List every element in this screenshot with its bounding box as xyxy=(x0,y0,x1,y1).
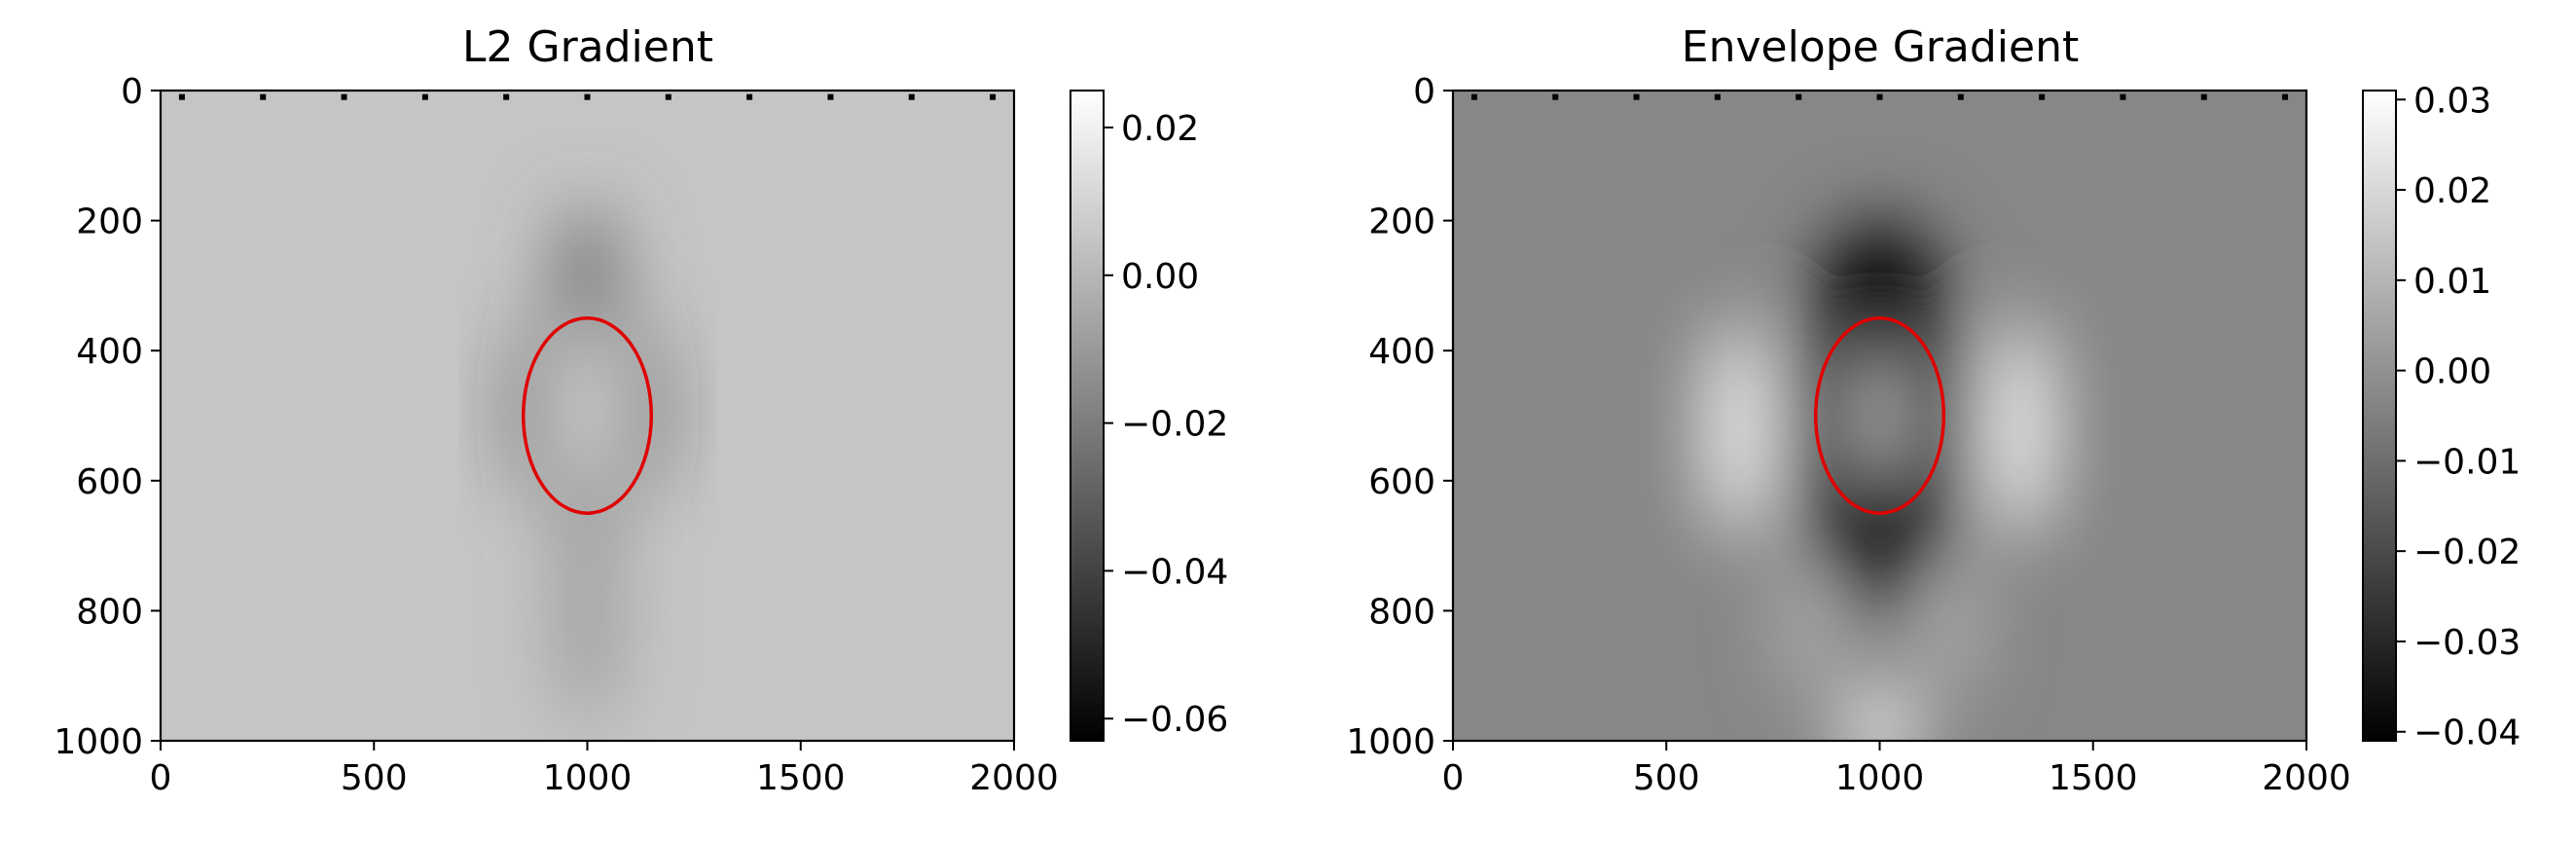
x-tick-label: 500 xyxy=(341,758,408,798)
y-tick-label: 800 xyxy=(1368,592,1435,632)
heatmap-feature xyxy=(1862,344,1898,488)
source-marker xyxy=(2039,93,2046,100)
heatmap-feature xyxy=(562,207,613,325)
y-tick-label: 400 xyxy=(1368,332,1435,372)
colorbar-tick-label: −0.06 xyxy=(1121,700,1228,740)
source-marker xyxy=(665,93,671,100)
source-marker xyxy=(1714,93,1721,100)
colorbar-ticks: 0.02 0.00 −0.02 −0.04 −0.06 xyxy=(1104,109,1228,740)
y-tick-label: 0 xyxy=(121,72,143,112)
colorbar-tick-label: −0.01 xyxy=(2413,442,2521,482)
source-marker xyxy=(584,93,591,100)
y-tick-label: 1000 xyxy=(54,722,143,762)
x-tick-label: 1000 xyxy=(543,758,633,798)
source-marker xyxy=(341,93,347,100)
source-marker xyxy=(1876,93,1883,100)
source-marker xyxy=(2120,93,2126,100)
panel-envelope-gradient: Envelope Gradient 0 500 1000 1500 2000 0 200 4… xyxy=(1346,22,2521,798)
colorbar-tick-label: −0.02 xyxy=(1121,405,1228,445)
y-tick-label: 200 xyxy=(1368,202,1435,242)
panel-title: Envelope Gradient xyxy=(1682,22,2079,72)
y-tick-label: 400 xyxy=(76,332,143,372)
heatmap-image xyxy=(161,91,1014,741)
colorbar-tick-label: 0.02 xyxy=(1121,109,1199,149)
source-marker xyxy=(2282,93,2289,100)
heatmap-feature xyxy=(1990,317,2050,539)
source-marker xyxy=(260,93,267,100)
colorbar-frame xyxy=(2362,90,2397,742)
colorbar-tick-label: −0.02 xyxy=(2413,532,2521,572)
heatmap-features xyxy=(1709,220,2050,741)
colorbar-gradient xyxy=(2363,91,2396,741)
colorbar-frame xyxy=(1070,90,1105,742)
x-tick-label: 2000 xyxy=(969,758,1059,798)
source-marker xyxy=(1957,93,1964,100)
y-tick-label: 600 xyxy=(1368,462,1435,502)
source-marker xyxy=(1470,93,1477,100)
colorbar-ticks: 0.03 0.02 0.01 0.00 −0.01 −0.02 −0.03 −0.04 xyxy=(2396,81,2521,753)
heatmap-features xyxy=(523,207,652,728)
colorbar-tick-label: 0.00 xyxy=(2413,352,2491,392)
colorbar-tick-label: −0.03 xyxy=(2413,623,2521,663)
anomaly-ellipse xyxy=(1813,316,1946,515)
colorbar-gradient xyxy=(1070,91,1104,741)
x-tick-label: 1000 xyxy=(1835,758,1925,798)
x-tick-label: 0 xyxy=(150,758,172,798)
x-tick-label: 1500 xyxy=(756,758,846,798)
y-tick-label: 0 xyxy=(1413,72,1435,112)
source-marker xyxy=(2200,93,2207,100)
heatmap-feature xyxy=(562,494,613,728)
panel-title: L2 Gradient xyxy=(462,22,713,72)
source-marker xyxy=(827,93,834,100)
source-marker xyxy=(1552,93,1559,100)
source-marker xyxy=(421,93,428,100)
y-tick-label: 600 xyxy=(76,462,143,502)
heatmap-feature xyxy=(1709,317,1769,539)
colorbar: 0.03 0.02 0.01 0.00 −0.01 −0.02 −0.03 −0.04 xyxy=(2362,81,2521,753)
heatmap-area xyxy=(161,91,1014,741)
y-axis: 0 200 400 600 800 1000 xyxy=(54,72,161,762)
source-marker xyxy=(1796,93,1802,100)
heatmap-area xyxy=(1453,91,2306,741)
x-axis: 0 500 1000 1500 2000 xyxy=(1442,741,2351,798)
colorbar-tick-label: 0.03 xyxy=(2413,81,2491,121)
y-tick-label: 200 xyxy=(76,202,143,242)
x-tick-label: 2000 xyxy=(2262,758,2351,798)
source-marker xyxy=(178,93,185,100)
heatmap-feature xyxy=(1933,552,1972,696)
y-axis: 0 200 400 600 800 1000 xyxy=(1346,72,1453,762)
y-tick-label: 1000 xyxy=(1346,722,1435,762)
source-marker xyxy=(990,93,997,100)
colorbar-tick-label: −0.04 xyxy=(1121,552,1228,592)
colorbar: 0.02 0.00 −0.02 −0.04 −0.06 xyxy=(1070,90,1228,742)
colorbar-tick-label: 0.02 xyxy=(2413,171,2491,211)
panel-l2-gradient: L2 Gradient 0 500 1000 1500 2000 0 200 400 600 8… xyxy=(54,22,1228,798)
source-marker xyxy=(1633,93,1640,100)
heatmap-image xyxy=(1453,91,2306,741)
heatmap-feature xyxy=(1845,681,1914,741)
x-tick-label: 0 xyxy=(1442,758,1465,798)
source-markers xyxy=(178,93,997,100)
colorbar-tick-label: −0.04 xyxy=(2413,714,2521,753)
source-marker xyxy=(746,93,753,100)
heatmap-feature xyxy=(1788,552,1827,696)
source-markers xyxy=(1470,93,2289,100)
x-tick-label: 1500 xyxy=(2049,758,2138,798)
heatmap-feature xyxy=(563,312,611,507)
y-tick-label: 800 xyxy=(76,592,143,632)
colorbar-tick-label: 0.00 xyxy=(1121,257,1199,297)
anomaly-ellipse xyxy=(521,316,654,515)
x-axis: 0 500 1000 1500 2000 xyxy=(150,741,1059,798)
x-tick-label: 500 xyxy=(1633,758,1700,798)
colorbar-tick-label: 0.01 xyxy=(2413,262,2491,302)
source-marker xyxy=(908,93,915,100)
source-marker xyxy=(503,93,510,100)
